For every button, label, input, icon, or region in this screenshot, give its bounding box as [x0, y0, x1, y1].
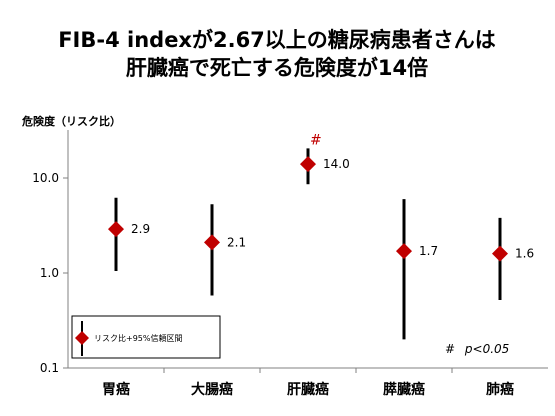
x-tick-label: 膵臓癌	[383, 381, 425, 398]
legend-box	[71, 315, 221, 359]
data-label: 14.0	[323, 157, 350, 171]
data-point	[204, 234, 220, 251]
note-text: p<0.05	[464, 342, 509, 356]
x-tick-label: 肺癌	[486, 381, 514, 398]
significance-marker: #	[310, 132, 322, 148]
chart-title-line2: 肝臓癌で死亡する危険度が14倍	[126, 56, 428, 80]
data-label: 1.7	[419, 244, 438, 258]
data-point	[396, 243, 412, 260]
chart-title-line1: FIB-4 indexが2.67以上の糖尿病患者さんは	[58, 28, 496, 52]
data-point	[300, 156, 316, 173]
y-tick-label: 0.1	[40, 361, 59, 375]
legend-label: リスク比+95%信頼区間	[94, 333, 182, 343]
significance-note: # p<0.05	[445, 342, 509, 356]
y-tick-label: 1.0	[40, 266, 59, 280]
legend-diamond	[75, 331, 89, 345]
x-tick-label: 胃癌	[102, 381, 130, 398]
x-tick-label: 肝臓癌	[287, 381, 329, 398]
data-label: 2.1	[227, 235, 246, 249]
x-tick-label: 大腸癌	[191, 381, 233, 398]
legend: リスク比+95%信頼区間	[71, 315, 221, 359]
data-point	[492, 245, 508, 262]
data-label: 1.6	[515, 247, 534, 261]
data-marks: 2.9 2.1 14.0 1.7 1.6 #	[108, 132, 534, 340]
data-point	[108, 221, 124, 238]
axes: 0.1 1.0 10.0 胃癌 大腸癌 肝臓癌 膵臓癌 肺癌	[32, 130, 548, 398]
data-label: 2.9	[131, 222, 150, 236]
y-tick-label: 10.0	[32, 171, 59, 185]
y-axis-label: 危険度（リスク比）	[21, 114, 121, 128]
note-symbol: #	[445, 342, 455, 356]
